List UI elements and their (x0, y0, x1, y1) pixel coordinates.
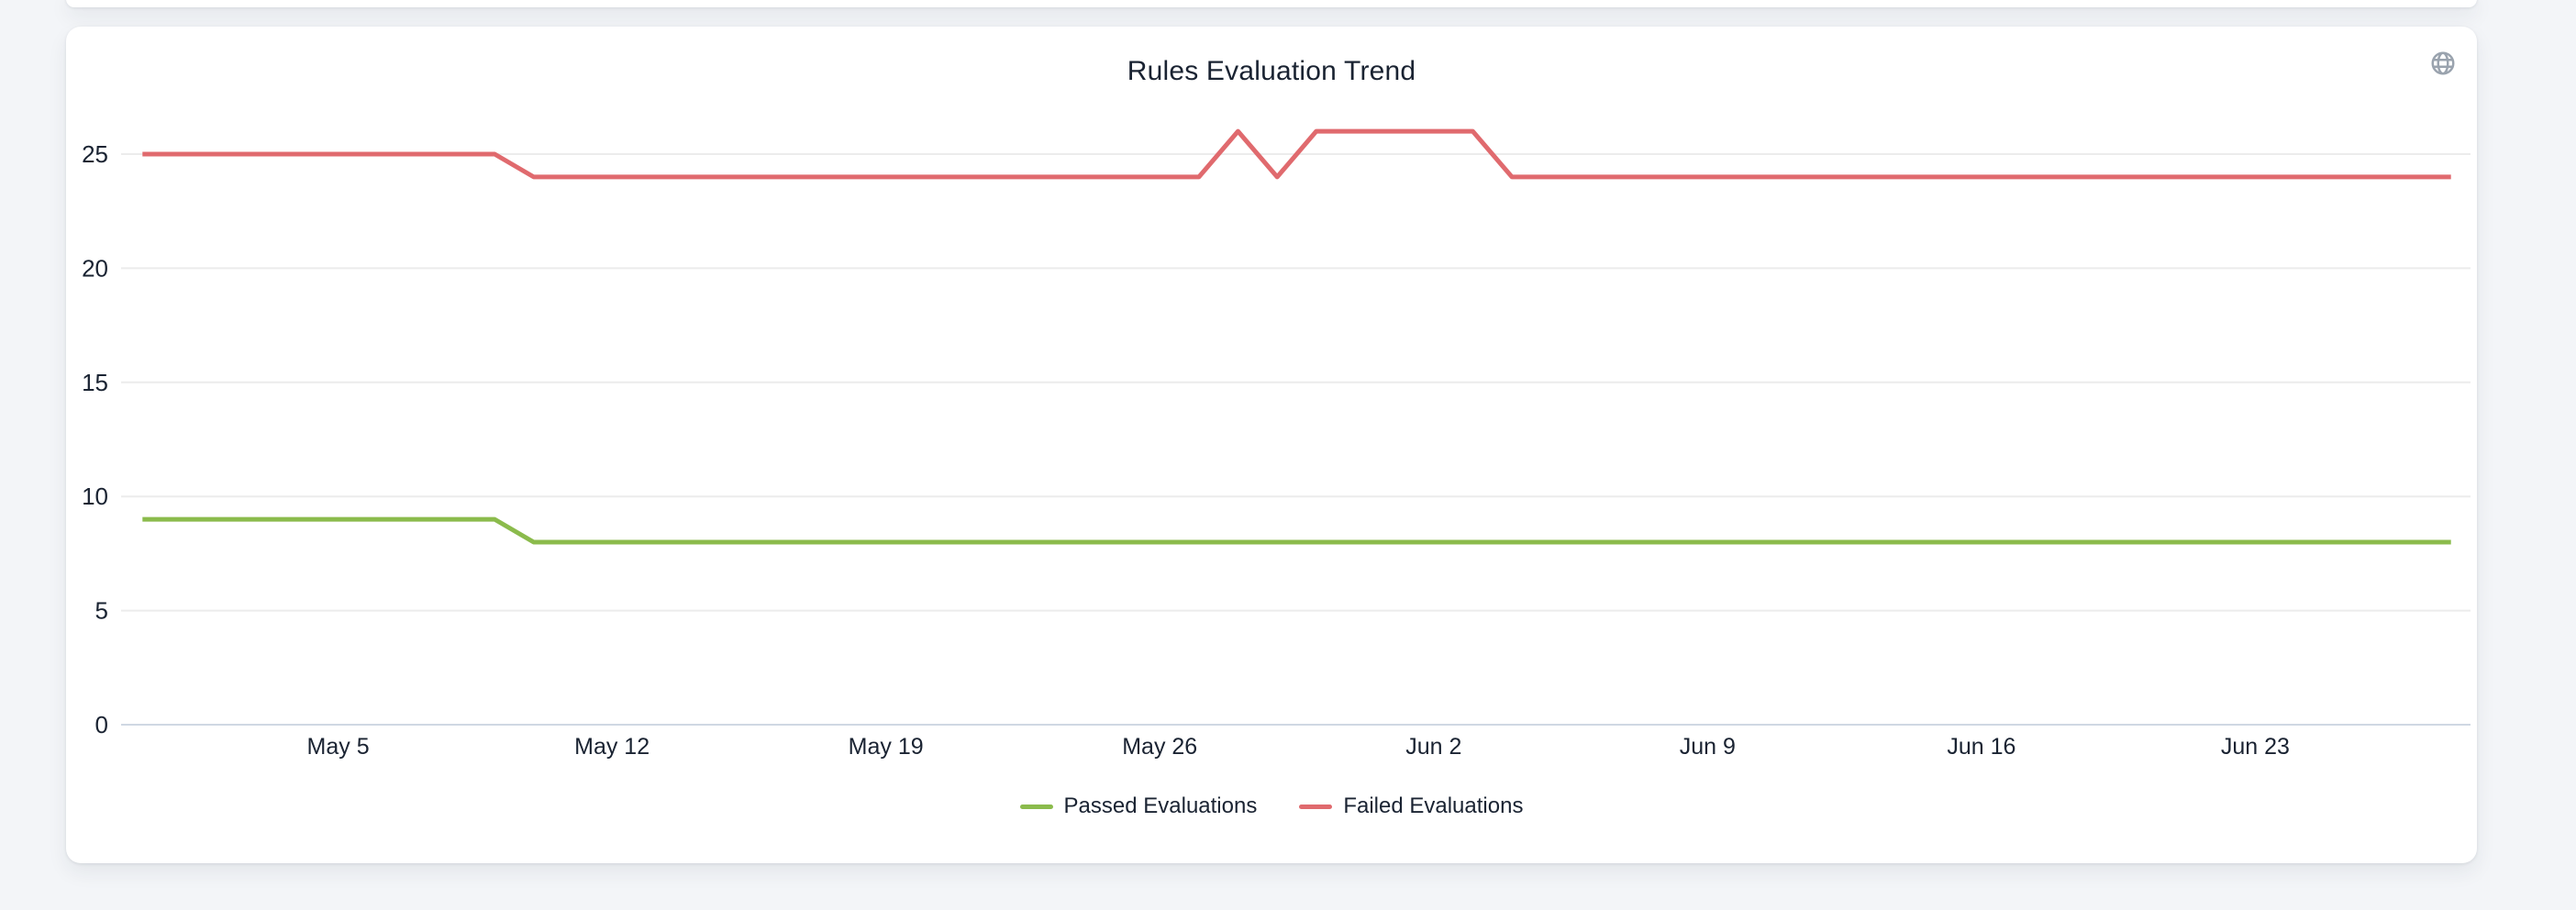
failed-series-marker (1299, 804, 1333, 809)
passed-series-marker (1019, 804, 1053, 809)
y-axis-label: 0 (95, 711, 108, 738)
passed-evaluations-line (142, 516, 2451, 545)
chart-title: Rules Evaluation Trend (1127, 56, 1416, 86)
x-axis-label: Jun 23 (2221, 734, 2290, 760)
legend-item-failed[interactable]: Failed Evaluations (1299, 793, 1523, 819)
failed-evaluations-line (142, 128, 2451, 180)
y-axis-label: 5 (95, 597, 108, 625)
x-axis-label: May 5 (307, 734, 370, 760)
previous-card-bottom-edge (66, 0, 2477, 7)
x-axis-label: Jun 2 (1405, 734, 1461, 760)
y-axis-label: 25 (82, 140, 108, 168)
legend-item-passed[interactable]: Passed Evaluations (1019, 793, 1258, 819)
globe-button[interactable] (2427, 49, 2459, 80)
legend-label-failed: Failed Evaluations (1343, 793, 1524, 818)
y-axis-label: 20 (82, 254, 108, 282)
y-axis-label: 10 (82, 483, 108, 510)
x-axis-label: Jun 16 (1947, 734, 2015, 760)
y-axis-label: 15 (82, 369, 108, 396)
x-axis-label: May 12 (574, 734, 650, 760)
x-axis-label: May 26 (1122, 734, 1197, 760)
chart-card: Rules Evaluation Trend 0 5 10 15 20 25 May 5 Ma… (66, 27, 2477, 863)
x-axis-label: May 19 (849, 734, 924, 760)
legend-label-passed: Passed Evaluations (1063, 793, 1258, 818)
x-axis-label: Jun 9 (1680, 734, 1736, 760)
globe-icon (2429, 50, 2457, 80)
chart-legend: Passed Evaluations Failed Evaluations (66, 793, 2477, 819)
line-chart-plot: 0 5 10 15 20 25 May 5 May 12 May 19 May 26 Jun 2 Ju… (82, 128, 2471, 760)
